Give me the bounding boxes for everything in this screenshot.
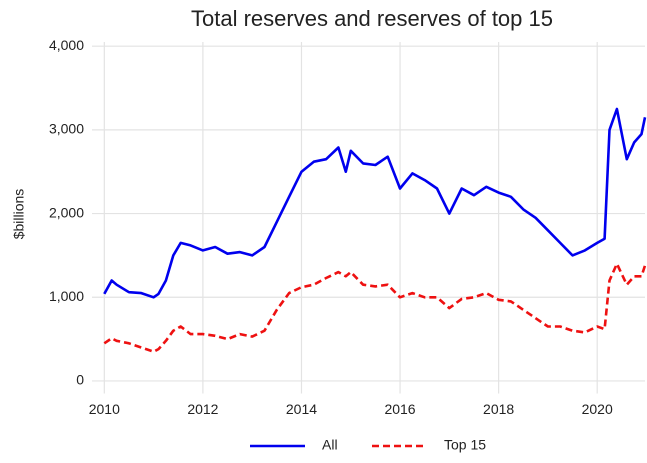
y-tick-label: 3,000 xyxy=(49,121,84,137)
y-tick-label: 1,000 xyxy=(49,288,84,304)
x-tick-label: 2020 xyxy=(582,401,613,417)
y-tick-label: 2,000 xyxy=(49,204,84,220)
x-tick-label: 2012 xyxy=(187,401,218,417)
legend-label: Top 15 xyxy=(444,437,486,453)
x-tick-label: 2016 xyxy=(384,401,415,417)
y-tick-label: 0 xyxy=(76,372,84,388)
series-line xyxy=(103,107,647,299)
series-line xyxy=(103,262,647,353)
x-tick-label: 2014 xyxy=(286,401,317,417)
chart-title: Total reserves and reserves of top 15 xyxy=(191,6,553,31)
y-tick-label: 4,000 xyxy=(49,37,84,53)
x-tick-label: 2018 xyxy=(483,401,514,417)
legend-label: All xyxy=(322,437,338,453)
x-tick-label: 2010 xyxy=(89,401,120,417)
y-axis-label: $billions xyxy=(11,189,27,240)
